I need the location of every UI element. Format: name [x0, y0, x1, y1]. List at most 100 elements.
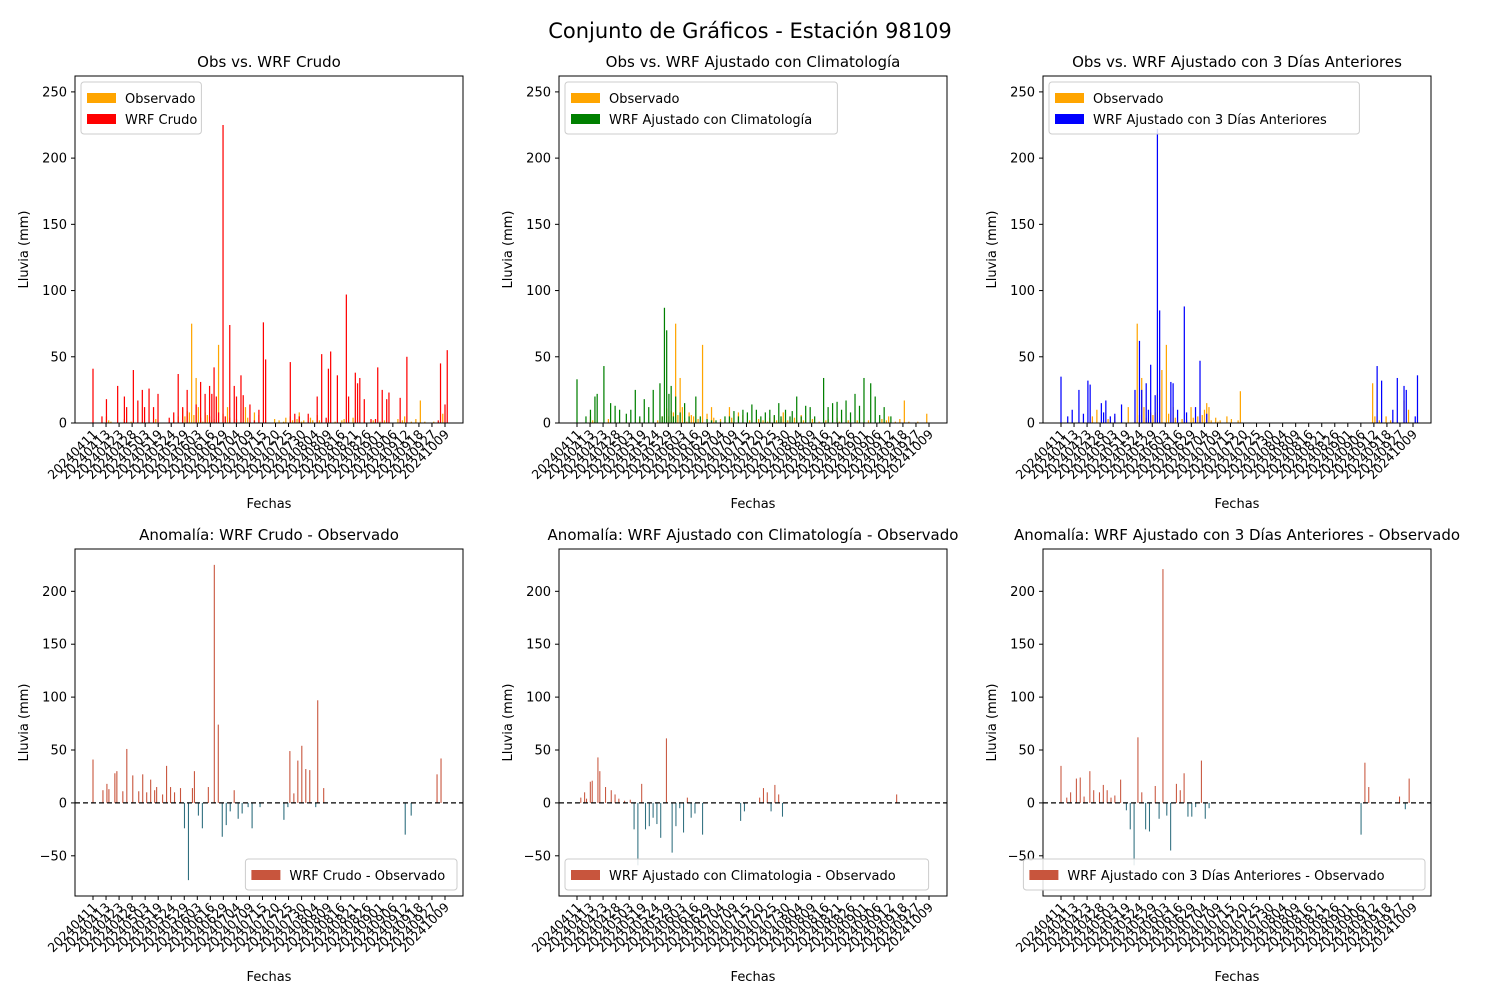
x-axis-label: Fechas — [247, 497, 292, 512]
bar — [1127, 407, 1129, 423]
bar — [359, 377, 361, 423]
bar — [287, 802, 289, 808]
bar — [183, 802, 186, 829]
bar — [1148, 802, 1151, 832]
legend-swatch — [87, 114, 116, 124]
bar — [309, 770, 311, 803]
bar — [825, 420, 827, 423]
bar — [883, 407, 885, 423]
bar — [137, 400, 139, 423]
bar — [440, 758, 442, 803]
bar — [1405, 389, 1407, 423]
bar — [1067, 416, 1069, 423]
bar — [188, 412, 191, 423]
bar — [372, 420, 374, 423]
bar — [204, 393, 206, 423]
bar — [1210, 420, 1212, 423]
bar — [117, 385, 119, 423]
bar — [1079, 777, 1081, 803]
bar — [195, 404, 197, 423]
bar — [773, 415, 775, 423]
y-tick-label: 200 — [526, 152, 551, 167]
bar — [123, 396, 126, 423]
bar — [1125, 802, 1127, 811]
bar — [1066, 797, 1068, 803]
y-tick-label: 0 — [543, 417, 551, 432]
bar — [888, 416, 890, 423]
bar — [751, 404, 753, 423]
bar — [1183, 306, 1185, 423]
bar — [1154, 785, 1156, 803]
chart-title: Obs vs. WRF Ajustado con 3 Días Anterior… — [1072, 53, 1402, 71]
y-axis-label: Lluvia (mm) — [985, 684, 1000, 762]
bar — [259, 802, 261, 808]
bar — [847, 420, 849, 423]
chart-panel-6: Anomalía: WRF Ajustado con 3 Días Anteri… — [985, 526, 1460, 985]
bar — [1181, 419, 1183, 423]
bar — [774, 784, 776, 803]
bar — [381, 389, 383, 423]
bar — [1239, 391, 1241, 423]
bar — [1071, 409, 1073, 423]
bar — [764, 412, 766, 423]
bar — [585, 416, 587, 423]
bar — [641, 783, 643, 803]
bar — [433, 421, 435, 423]
chart-panel-2: Obs vs. WRF Ajustado con Climatología 0 50… — [501, 53, 948, 512]
bar — [1060, 765, 1062, 803]
bar — [1145, 802, 1147, 830]
bar — [1392, 409, 1394, 423]
bar — [327, 368, 330, 423]
bar — [200, 381, 202, 423]
bar — [184, 416, 186, 423]
bar — [706, 419, 708, 423]
bar — [262, 322, 265, 423]
bar — [222, 125, 224, 423]
bar — [917, 421, 919, 423]
bar — [787, 420, 789, 423]
bar — [644, 802, 647, 830]
bar — [235, 396, 238, 423]
bar — [201, 802, 203, 829]
bar — [870, 383, 872, 423]
bar — [330, 351, 332, 423]
bar — [1114, 795, 1116, 803]
bar — [643, 399, 645, 423]
bar — [191, 323, 193, 423]
legend-box — [564, 81, 838, 135]
bar — [283, 802, 285, 820]
bar — [233, 385, 235, 423]
bar — [92, 368, 94, 423]
bar — [206, 415, 208, 423]
bar — [881, 419, 883, 423]
bar — [240, 375, 242, 423]
y-tick-label: −50 — [40, 849, 67, 864]
bar — [1179, 790, 1181, 803]
bars — [1060, 569, 1410, 866]
bar — [296, 419, 298, 423]
bar — [686, 797, 688, 803]
bar — [173, 792, 176, 803]
bar — [1414, 416, 1416, 423]
bar — [195, 377, 197, 423]
bar — [688, 416, 690, 423]
bar — [749, 420, 751, 423]
bar — [836, 401, 838, 423]
bars — [92, 125, 448, 423]
bar — [1170, 802, 1172, 851]
bar — [719, 421, 722, 423]
chart-panel-4: Anomalía: WRF Crudo - Observado −50 0 50 100… — [17, 526, 464, 985]
bar — [122, 791, 124, 803]
bar — [634, 389, 636, 423]
bar — [818, 421, 820, 423]
bar — [1176, 409, 1179, 423]
bar — [379, 421, 381, 423]
y-axis-label: Lluvia (mm) — [501, 211, 516, 289]
bar — [926, 413, 928, 423]
bar — [132, 370, 134, 423]
bar — [1206, 403, 1208, 423]
bar — [1217, 421, 1219, 423]
bar — [1191, 802, 1193, 817]
bar — [439, 363, 442, 423]
bar — [347, 396, 350, 423]
